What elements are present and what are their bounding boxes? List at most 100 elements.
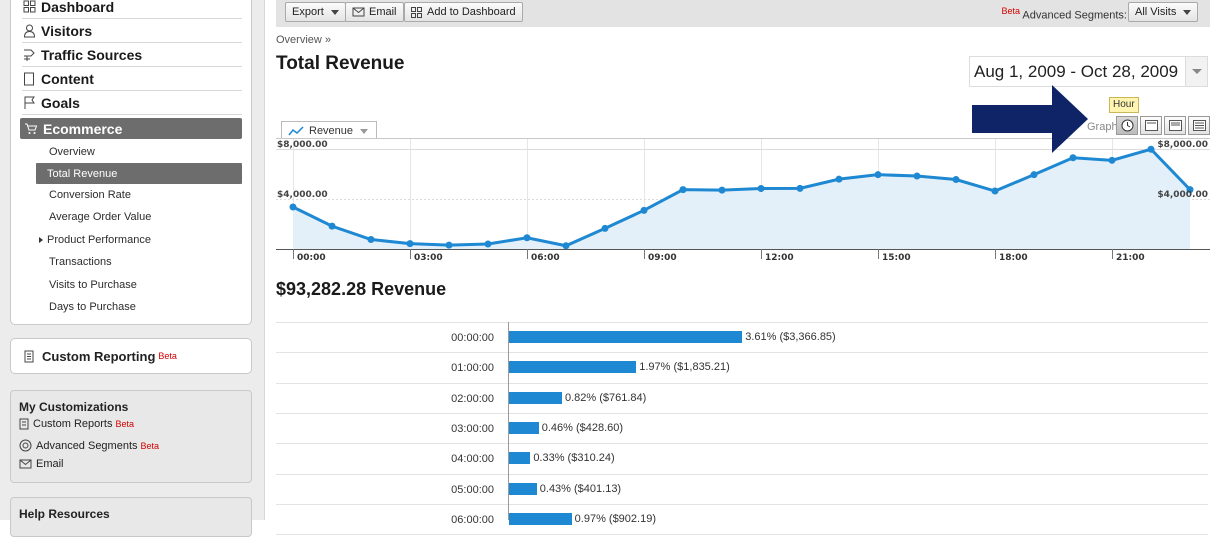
graph-by-week-button[interactable] (1164, 116, 1186, 135)
sub-item-overview[interactable]: Overview (49, 146, 95, 158)
beta-badge: Beta (1001, 6, 1020, 16)
data-point[interactable] (1186, 186, 1194, 194)
revenue-bar (509, 512, 572, 525)
metric-label: Revenue (309, 125, 354, 137)
email-button[interactable]: Email (345, 2, 404, 22)
sub-item-product-performance[interactable]: Product Performance (39, 234, 151, 246)
data-point[interactable] (640, 206, 648, 214)
data-point[interactable] (445, 241, 453, 249)
sub-item-visits-to-purchase[interactable]: Visits to Purchase (49, 279, 137, 291)
nav-label: Ecommerce (43, 120, 123, 137)
date-range-picker[interactable]: Aug 1, 2009 - Oct 28, 2009 (969, 56, 1208, 87)
data-point[interactable] (601, 224, 609, 232)
table-rule (276, 503, 1208, 505)
table-axis-line (508, 322, 509, 520)
advanced-segments-link[interactable]: Advanced Segments Beta (19, 439, 159, 452)
segment-select[interactable]: All Visits (1128, 2, 1199, 22)
data-point[interactable] (874, 171, 882, 179)
data-point[interactable] (562, 242, 570, 250)
chevron-down-icon[interactable] (1185, 57, 1207, 86)
y-tick-label: $4,000.00 (277, 190, 328, 200)
report-nav-box: Dashboard Visitors Traffic Sources Conte… (10, 0, 252, 325)
x-tick-label: 12:00 (765, 253, 794, 263)
y-tick-label: $8,000.00 (1157, 140, 1208, 150)
sub-item-average-order-value[interactable]: Average Order Value (49, 211, 152, 223)
x-tick-label: 18:00 (999, 253, 1028, 263)
y-tick-label: $8,000.00 (277, 140, 328, 150)
add-to-dashboard-button[interactable]: Add to Dashboard (404, 2, 523, 22)
data-point[interactable] (913, 172, 921, 180)
segments-icon (19, 439, 32, 452)
revenue-bar (509, 482, 537, 495)
data-point[interactable] (484, 240, 492, 248)
revenue-value: 0.46% ($428.60) (541, 421, 624, 434)
flag-icon (22, 96, 36, 110)
data-point[interactable] (328, 222, 336, 230)
data-point[interactable] (952, 176, 960, 184)
nav-item-visitors[interactable]: Visitors (22, 19, 242, 43)
graph-by-hour-button[interactable] (1116, 116, 1138, 135)
hour-label: 00:00:00 (451, 332, 494, 344)
sub-item-transactions[interactable]: Transactions (49, 256, 112, 268)
nav-label: Goals (41, 94, 80, 111)
graph-by-month-button[interactable] (1188, 116, 1210, 135)
my-customizations-box: My Customizations Custom Reports Beta Ad… (10, 390, 252, 483)
revenue-value: 0.82% ($761.84) (564, 391, 647, 404)
revenue-bar (509, 331, 743, 343)
table-rule (276, 352, 1208, 354)
hour-label: 04:00:00 (451, 453, 494, 466)
data-point[interactable] (991, 187, 999, 195)
x-tick-label: 21:00 (1116, 253, 1145, 263)
add-to-dashboard-label: Add to Dashboard (427, 6, 516, 18)
metric-selector[interactable]: Revenue (281, 121, 377, 140)
chevron-down-icon (330, 9, 339, 15)
nav-label: Visitors (41, 22, 93, 39)
revenue-line (292, 147, 1192, 248)
data-point[interactable] (679, 186, 687, 194)
sub-item-days-to-purchase[interactable]: Days to Purchase (49, 301, 136, 313)
email-label: Email (36, 458, 64, 470)
export-button[interactable]: Export (285, 2, 346, 22)
custom-reporting-link[interactable]: Custom Reporting Beta (10, 338, 252, 374)
envelope-icon (19, 459, 32, 469)
data-point[interactable] (1069, 154, 1077, 162)
sub-item-total-revenue[interactable]: Total Revenue (36, 163, 242, 184)
data-point[interactable] (367, 235, 375, 243)
email-button-label: Email (369, 6, 397, 18)
revenue-chart: 00:00 03:00 06:00 09:00 12:00 15:00 18:00 21:00… (276, 138, 1210, 266)
sub-item-conversion-rate[interactable]: Conversion Rate (49, 189, 131, 201)
nav-item-ecommerce[interactable]: Ecommerce (20, 118, 242, 139)
x-tick-label: 15:00 (882, 253, 911, 263)
segment-value: All Visits (1135, 6, 1177, 18)
data-point[interactable] (1108, 156, 1116, 164)
date-range-text: Aug 1, 2009 - Oct 28, 2009 (974, 61, 1179, 81)
data-point[interactable] (406, 240, 414, 248)
data-point[interactable] (1147, 145, 1155, 153)
revenue-area (293, 149, 1190, 249)
revenue-value: 1.97% ($1,835.21) (639, 361, 730, 374)
cart-icon (24, 122, 38, 136)
data-point[interactable] (757, 185, 765, 193)
breadcrumb[interactable]: Overview » (276, 34, 332, 46)
y-tick-label: $4,000.00 (1157, 190, 1208, 200)
data-point[interactable] (835, 175, 843, 183)
nav-item-dashboard[interactable]: Dashboard (22, 0, 242, 19)
custom-reports-label: Custom Reports (33, 418, 113, 430)
data-point[interactable] (1030, 171, 1038, 179)
hour-label: 05:00:00 (451, 483, 494, 496)
custom-reports-link[interactable]: Custom Reports Beta (19, 418, 134, 430)
nav-item-content[interactable]: Content (22, 67, 242, 91)
report-icon (24, 350, 34, 363)
nav-item-goals[interactable]: Goals (22, 91, 242, 115)
data-point[interactable] (718, 186, 726, 194)
data-point[interactable] (523, 234, 531, 242)
graph-by-day-button[interactable] (1140, 116, 1162, 135)
revenue-total-heading: $93,282.28 Revenue (276, 279, 447, 299)
email-link[interactable]: Email (19, 458, 64, 470)
nav-item-traffic-sources[interactable]: Traffic Sources (22, 43, 242, 67)
revenue-value: 0.43% ($401.13) (539, 482, 622, 495)
revenue-bar (509, 421, 539, 434)
data-point[interactable] (289, 203, 297, 211)
clock-icon (1121, 119, 1134, 132)
data-point[interactable] (796, 184, 804, 192)
